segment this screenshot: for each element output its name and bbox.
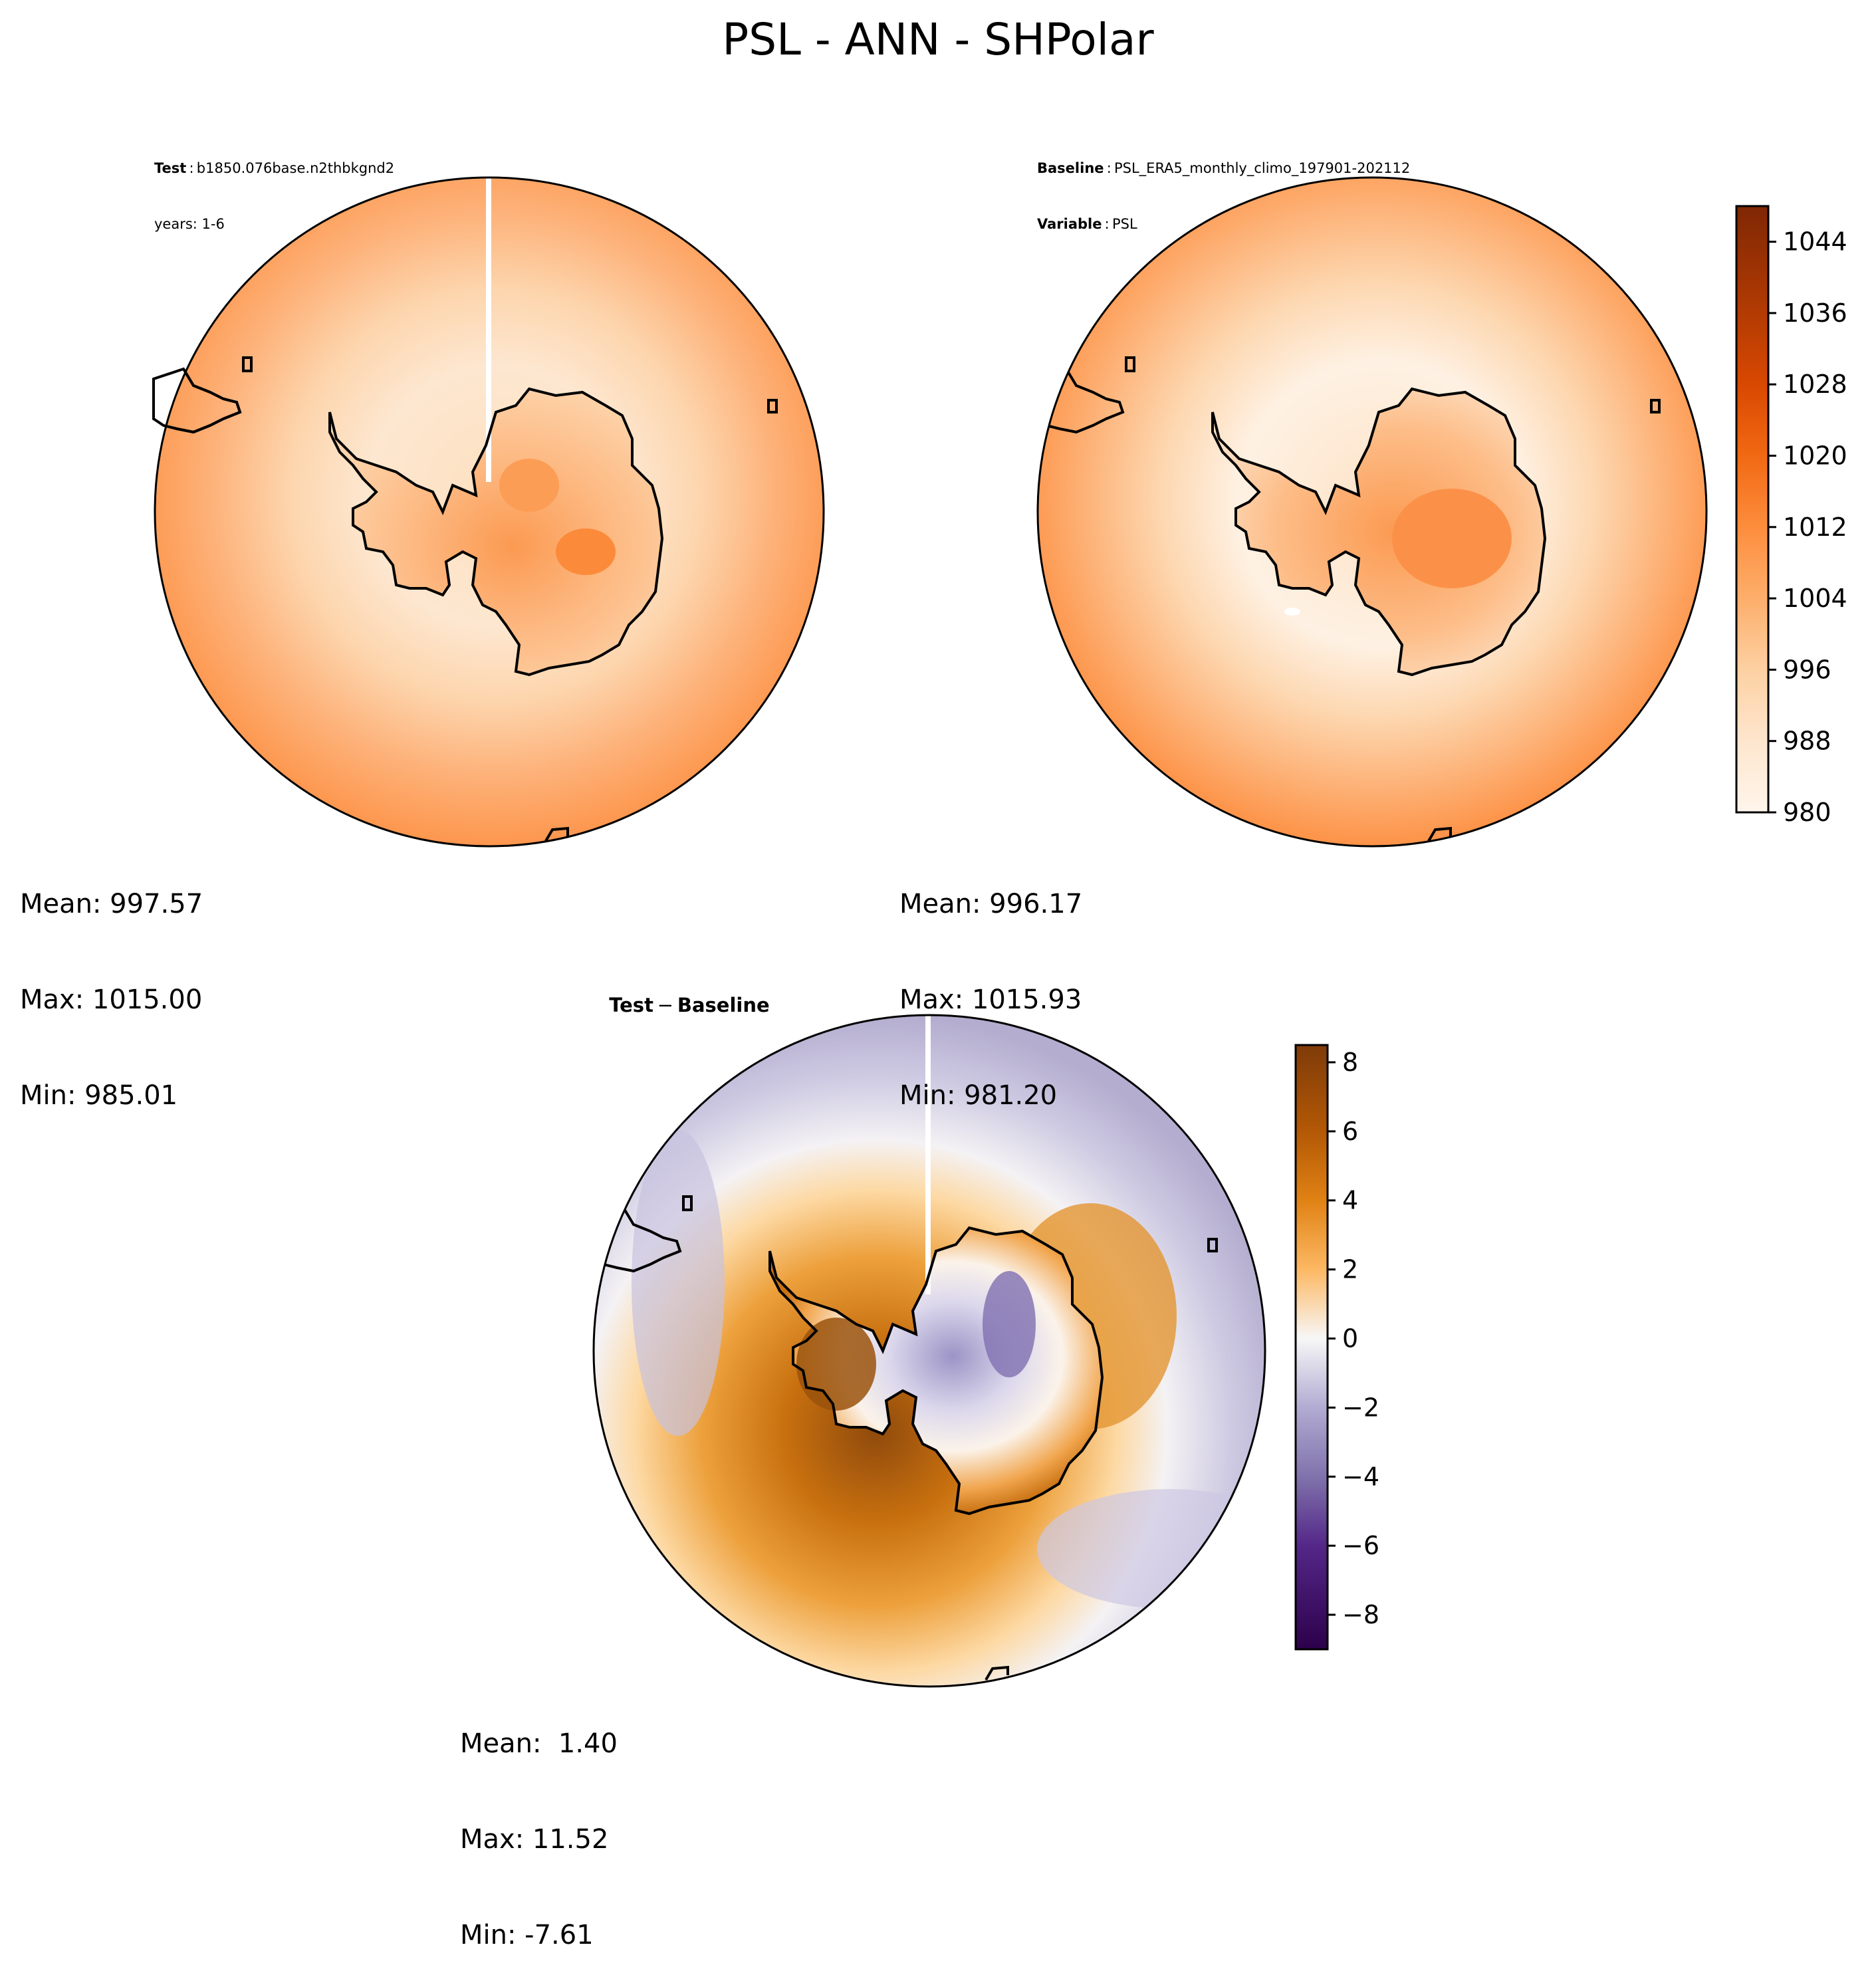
difference-stats: Mean: 1.40 Max: 11.52 Min: -7.61: [460, 1664, 618, 1983]
colorbar-psl: 980 988 996 1004 1012 1020 1028 1036 1044: [1735, 205, 1847, 827]
colorbar-difference-tick-label: −4: [1342, 1462, 1379, 1491]
colorbar-difference-tick-label: 4: [1342, 1186, 1358, 1215]
colorbar-difference-tick-label: 6: [1342, 1117, 1358, 1146]
colorbar-difference-tick-label: 2: [1342, 1255, 1358, 1284]
chart-figure: PSL - ANN - SHPolar: [152, 14, 1847, 1688]
baseline-island-1: [1125, 356, 1135, 372]
colorbar-difference-tick-label: 0: [1342, 1324, 1358, 1353]
colorbar-psl-tick-label: 1012: [1783, 513, 1847, 542]
test-stats: Mean: 997.57 Max: 1015.00 Min: 985.01: [20, 824, 203, 1143]
difference-seam: [925, 1015, 931, 1294]
baseline-low-spot: [1284, 608, 1300, 616]
baseline-header-value: PSL_ERA5_monthly_climo_197901-202112: [1114, 160, 1411, 176]
test-stat-min: Min: 985.01: [20, 1080, 178, 1111]
baseline-header-value2: PSL: [1112, 216, 1137, 232]
test-map-border: [154, 176, 825, 848]
test-stat-max: Max: 1015.00: [20, 985, 203, 1015]
difference-neg-band-sw: [632, 1130, 725, 1436]
difference-header-baseline: Baseline: [677, 994, 770, 1016]
baseline-stats: Mean: 996.17 Max: 1015.93 Min: 981.20: [899, 824, 1082, 1143]
test-high-core: [556, 528, 616, 575]
difference-header-test: Test: [609, 994, 653, 1016]
colorbar-psl-tick-label: 988: [1783, 727, 1831, 756]
colorbar-difference-bar: [1294, 1044, 1329, 1651]
colorbar-difference-tick-label: 8: [1342, 1048, 1358, 1077]
baseline-island-3: [1427, 826, 1452, 842]
baseline-header-key2: Variable: [1037, 216, 1102, 232]
test-stat-mean: Mean: 997.57: [20, 889, 203, 919]
test-header: Test : b1850.076base.n2thbkgnd2 years: 1…: [154, 160, 395, 232]
test-header-key: Test: [154, 160, 187, 176]
difference-neg-band-se: [1037, 1489, 1265, 1609]
colorbar-psl-tick-label: 1020: [1783, 441, 1847, 471]
panel-difference: [592, 1014, 1266, 1688]
baseline-header-key: Baseline: [1037, 160, 1104, 176]
difference-header: Test − Baseline: [596, 977, 770, 1016]
baseline-stat-mean: Mean: 996.17: [899, 889, 1083, 919]
colorbar-psl-tick-label: 980: [1783, 798, 1831, 827]
colorbar-psl-tick-label: 1028: [1783, 370, 1847, 399]
colorbar-psl-tick-label: 996: [1783, 655, 1831, 684]
panel-baseline: [1036, 176, 1708, 848]
difference-island-2: [1207, 1238, 1218, 1252]
test-island-2: [767, 399, 778, 413]
difference-stat-max: Max: 11.52: [460, 1824, 609, 1855]
baseline-stat-min: Min: 981.20: [899, 1080, 1058, 1111]
test-island-3: [544, 826, 569, 842]
panel-test: [152, 176, 825, 848]
test-high-core-2: [499, 459, 559, 512]
difference-stat-mean: Mean: 1.40: [460, 1728, 618, 1759]
test-header-years: years: 1-6: [154, 216, 225, 232]
difference-island-3: [985, 1665, 1009, 1681]
colorbar-difference-tick-label: −6: [1342, 1531, 1379, 1560]
difference-map-border: [592, 1014, 1266, 1688]
colorbar-psl-bar: [1735, 205, 1770, 814]
baseline-map-border: [1036, 176, 1708, 848]
test-header-value: b1850.076base.n2thbkgnd2: [196, 160, 395, 176]
difference-stat-min: Min: -7.61: [460, 1920, 594, 1950]
colorbar-difference-tick-label: −2: [1342, 1393, 1379, 1422]
colorbar-psl-tick-label: 1044: [1783, 227, 1847, 257]
difference-header-minus: −: [657, 994, 674, 1016]
baseline-header: Baseline : PSL_ERA5_monthly_climo_197901…: [1037, 160, 1411, 232]
colorbar-psl-tick-label: 1004: [1783, 584, 1847, 613]
baseline-high-core: [1392, 489, 1512, 588]
figure-title: PSL - ANN - SHPolar: [722, 14, 1154, 65]
test-island-1: [242, 356, 253, 372]
difference-land-min: [983, 1271, 1036, 1377]
difference-land-max-west: [796, 1318, 876, 1411]
colorbar-psl-tick-label: 1036: [1783, 298, 1847, 328]
test-seam: [486, 177, 491, 482]
difference-island-1: [682, 1195, 693, 1211]
colorbar-difference-tick-label: −8: [1342, 1600, 1379, 1629]
baseline-stat-max: Max: 1015.93: [899, 985, 1082, 1015]
baseline-island-2: [1650, 399, 1661, 413]
colorbar-difference: −8 −6 −4 −2 0 2 4 6 8: [1294, 1044, 1379, 1651]
